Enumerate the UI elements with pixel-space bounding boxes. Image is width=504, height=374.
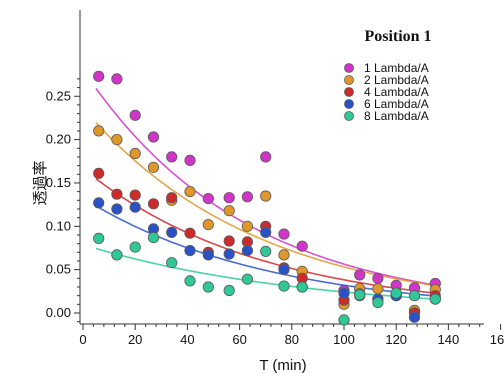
data-point [260, 151, 272, 163]
data-point [166, 257, 178, 269]
data-point [202, 193, 214, 205]
data-point [184, 186, 196, 198]
data-point [278, 280, 290, 292]
data-point [296, 281, 308, 293]
data-point [278, 249, 290, 261]
data-point [147, 161, 160, 173]
data-point [93, 70, 105, 82]
data-point [429, 293, 441, 305]
data-point [147, 198, 160, 210]
data-point [296, 240, 308, 252]
data-point [223, 192, 235, 204]
data-point [93, 125, 105, 137]
data-point [166, 226, 178, 238]
y-tick-label: 0.15 [46, 175, 71, 190]
y-tick-label: 0.00 [46, 305, 71, 320]
data-point [338, 314, 350, 326]
data-point [408, 290, 421, 302]
data-point [241, 191, 253, 203]
x-tick-label: 80 [285, 332, 299, 347]
legend-marker [344, 111, 354, 121]
y-tick-label: 0.20 [46, 132, 71, 147]
data-point [129, 109, 141, 121]
data-point [93, 167, 105, 179]
x-tick-label: 160 [490, 332, 504, 347]
legend-marker [344, 99, 354, 109]
legend: 1 Lambda/A2 Lambda/A4 Lambda/A6 Lambda/A… [344, 61, 429, 123]
axes-layer: 0 20 40 60 80 100 120 140 160 0.00 0.05 0.10 0.15 0.2… [46, 10, 504, 347]
data-point [408, 311, 421, 323]
data-point [278, 263, 290, 276]
data-point [129, 189, 141, 201]
data-point [111, 73, 123, 85]
data-points-layer [93, 70, 441, 326]
data-point [223, 248, 235, 260]
data-point [147, 131, 160, 143]
data-point [111, 188, 123, 200]
data-point [111, 134, 123, 146]
data-point [338, 287, 350, 299]
y-tick-label: 0.25 [46, 88, 71, 103]
x-tick-label: 0 [79, 332, 86, 347]
data-point [184, 154, 196, 166]
legend-marker [344, 63, 354, 73]
data-point [354, 289, 366, 301]
y-tick-label: 0.05 [46, 262, 71, 277]
data-point [111, 249, 123, 261]
data-point [354, 269, 366, 281]
data-point [166, 192, 178, 204]
legend-label: 1 Lambda/A [364, 61, 429, 75]
legend-label: 8 Lambda/A [364, 109, 429, 123]
data-point [241, 273, 253, 285]
data-point [372, 296, 384, 309]
data-point [129, 241, 141, 253]
data-point [278, 228, 290, 240]
x-tick-label: 140 [438, 332, 460, 347]
x-tick-label: 120 [385, 332, 407, 347]
data-point [372, 272, 384, 284]
data-point [241, 220, 253, 232]
x-tick-label: 20 [128, 332, 142, 347]
data-point [202, 281, 214, 293]
x-tick-label: 100 [333, 332, 355, 347]
x-axis-title: T (min) [259, 357, 306, 374]
x-tick-label: 60 [232, 332, 246, 347]
legend-marker [344, 87, 354, 97]
data-point [202, 249, 214, 261]
y-tick-label: 0.10 [46, 218, 71, 233]
legend-label: 4 Lambda/A [364, 85, 429, 99]
data-point [260, 245, 272, 257]
data-point [111, 203, 123, 215]
legend-marker [344, 75, 354, 85]
data-point [93, 232, 105, 244]
data-point [129, 201, 141, 213]
data-point [390, 287, 402, 299]
chart-title: Position 1 [364, 28, 431, 45]
y-axis-title: 透過率 [32, 160, 49, 205]
legend-label: 2 Lambda/A [364, 73, 429, 87]
data-point [184, 245, 196, 257]
data-point [260, 190, 272, 202]
data-point [184, 275, 196, 287]
data-point [93, 197, 105, 209]
data-point [147, 232, 160, 244]
data-point [184, 227, 196, 239]
data-point [372, 283, 384, 295]
data-point [260, 226, 272, 238]
data-point [129, 147, 141, 160]
data-point [241, 245, 253, 257]
data-point [166, 151, 178, 163]
data-point [223, 284, 235, 297]
legend-label: 6 Lambda/A [364, 97, 429, 111]
data-point [223, 205, 235, 217]
data-point [223, 235, 235, 247]
x-tick-label: 40 [180, 332, 194, 347]
data-point [202, 219, 214, 231]
